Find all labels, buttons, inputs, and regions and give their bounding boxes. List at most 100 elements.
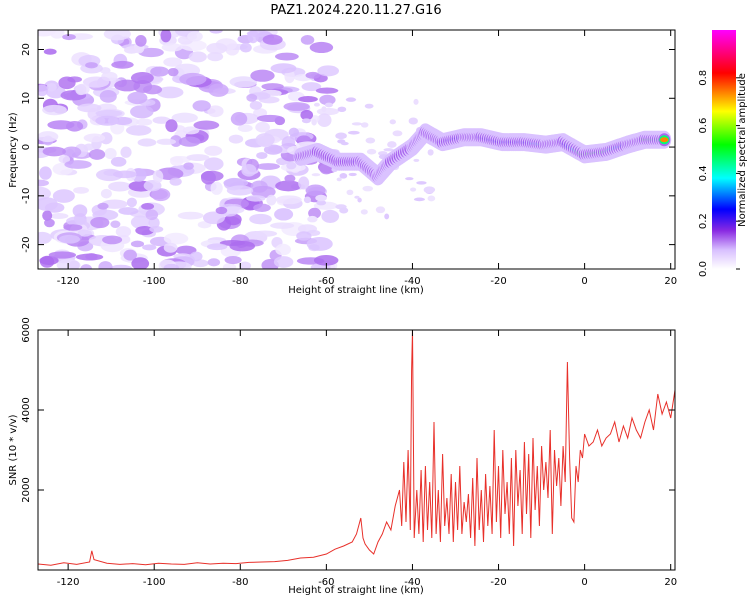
noise-blob	[246, 195, 266, 202]
bottom-x-tick-label: -120	[57, 577, 80, 588]
bottom-x-tick-label: -40	[404, 577, 420, 588]
noise-blobs	[38, 30, 436, 269]
noise-blob	[375, 206, 386, 214]
noise-blob	[256, 114, 284, 122]
noise-blob	[288, 127, 300, 137]
bottom-x-tick-label: -60	[318, 577, 334, 588]
noise-blob	[163, 242, 178, 253]
noise-blob	[256, 163, 280, 170]
noise-blob	[262, 34, 283, 45]
noise-blob	[63, 224, 83, 231]
noise-blob	[151, 188, 171, 202]
noise-blob	[52, 189, 75, 203]
noise-blob	[427, 195, 436, 202]
bottom-x-tick-label: -20	[490, 577, 506, 588]
noise-blob	[138, 47, 164, 58]
noise-blob	[170, 156, 184, 167]
noise-blob	[43, 48, 57, 55]
noise-blob	[365, 137, 376, 144]
bottom-x-axis-label: Height of straight line (km)	[288, 585, 424, 596]
noise-blob	[39, 166, 52, 180]
noise-blob	[210, 181, 223, 195]
noise-blob	[300, 109, 314, 121]
noise-blob	[284, 174, 296, 183]
noise-blob	[95, 115, 120, 126]
noise-blob	[141, 203, 155, 210]
noise-blob	[38, 186, 51, 201]
noise-blob	[238, 261, 252, 269]
noise-blob	[208, 83, 229, 97]
noise-blob	[405, 177, 414, 181]
noise-blob	[192, 100, 211, 112]
signal-band	[293, 123, 672, 186]
noise-blob	[114, 79, 141, 92]
noise-blob	[202, 211, 225, 225]
top-y-tick-label: 10	[21, 92, 32, 105]
noise-blob	[38, 131, 59, 143]
noise-blob	[142, 244, 157, 251]
top-y-tick-label: -10	[21, 188, 32, 204]
colorbar-ticks: 0.0 0.2 0.4 0.6 0.8	[698, 70, 740, 277]
figure-title: PAZ1.2024.220.11.27.G16	[270, 3, 441, 18]
noise-blob	[324, 102, 333, 108]
noise-blob	[44, 218, 55, 228]
noise-blob	[38, 84, 49, 97]
top-x-tick-label: 0	[581, 276, 587, 287]
noise-blob	[110, 220, 121, 229]
top-x-tick-label: -120	[57, 276, 80, 287]
noise-blob	[230, 111, 248, 126]
noise-blob	[85, 253, 98, 261]
noise-blob	[42, 146, 66, 157]
noise-blob	[90, 216, 110, 229]
noise-blob	[130, 240, 145, 248]
noise-blob	[224, 255, 242, 265]
noise-blob	[75, 84, 87, 96]
noise-blob	[82, 76, 110, 88]
noise-blob	[413, 197, 425, 202]
noise-blob	[130, 215, 151, 229]
noise-blob	[410, 187, 417, 192]
noise-blob	[152, 116, 171, 124]
spectrogram-frame	[37, 29, 676, 270]
noise-blob	[250, 69, 275, 82]
noise-blob	[256, 152, 268, 159]
noise-blob	[87, 108, 100, 120]
noise-blob	[340, 141, 349, 146]
noise-blob	[335, 132, 347, 140]
noise-blob	[316, 107, 339, 116]
noise-blob	[315, 87, 339, 94]
noise-blob	[120, 146, 132, 158]
noise-blob	[65, 120, 84, 132]
noise-blob	[42, 104, 67, 116]
noise-blob	[103, 30, 131, 41]
noise-blob	[362, 185, 374, 192]
noise-blob	[95, 109, 123, 117]
noise-blob	[301, 118, 311, 124]
noise-blob	[66, 216, 87, 226]
noise-blob	[46, 83, 57, 92]
noise-blob	[186, 154, 210, 162]
noise-blob	[175, 245, 197, 255]
noise-blob	[360, 122, 369, 128]
noise-blob	[408, 117, 418, 125]
top-y-axis-label: Frequency (Hz)	[8, 112, 19, 188]
noise-blob	[150, 66, 169, 77]
noise-blob	[321, 106, 327, 113]
noise-blob	[249, 101, 263, 110]
noise-blob	[427, 149, 434, 156]
bottom-y-tick-label: 2000	[21, 477, 32, 502]
noise-blob	[156, 86, 184, 99]
noise-blob	[135, 225, 155, 236]
noise-blob	[298, 176, 310, 190]
noise-blob	[226, 185, 254, 196]
noise-blob	[137, 138, 157, 147]
noise-blob	[366, 148, 377, 155]
noise-blob	[281, 136, 296, 150]
noise-blob	[193, 120, 220, 130]
noise-blob	[167, 67, 179, 77]
noise-blob	[111, 60, 134, 69]
noise-blob	[77, 229, 92, 237]
colorbar-tick-label: 0.4	[698, 165, 709, 181]
noise-blob	[252, 230, 278, 237]
noise-blob	[215, 206, 228, 215]
